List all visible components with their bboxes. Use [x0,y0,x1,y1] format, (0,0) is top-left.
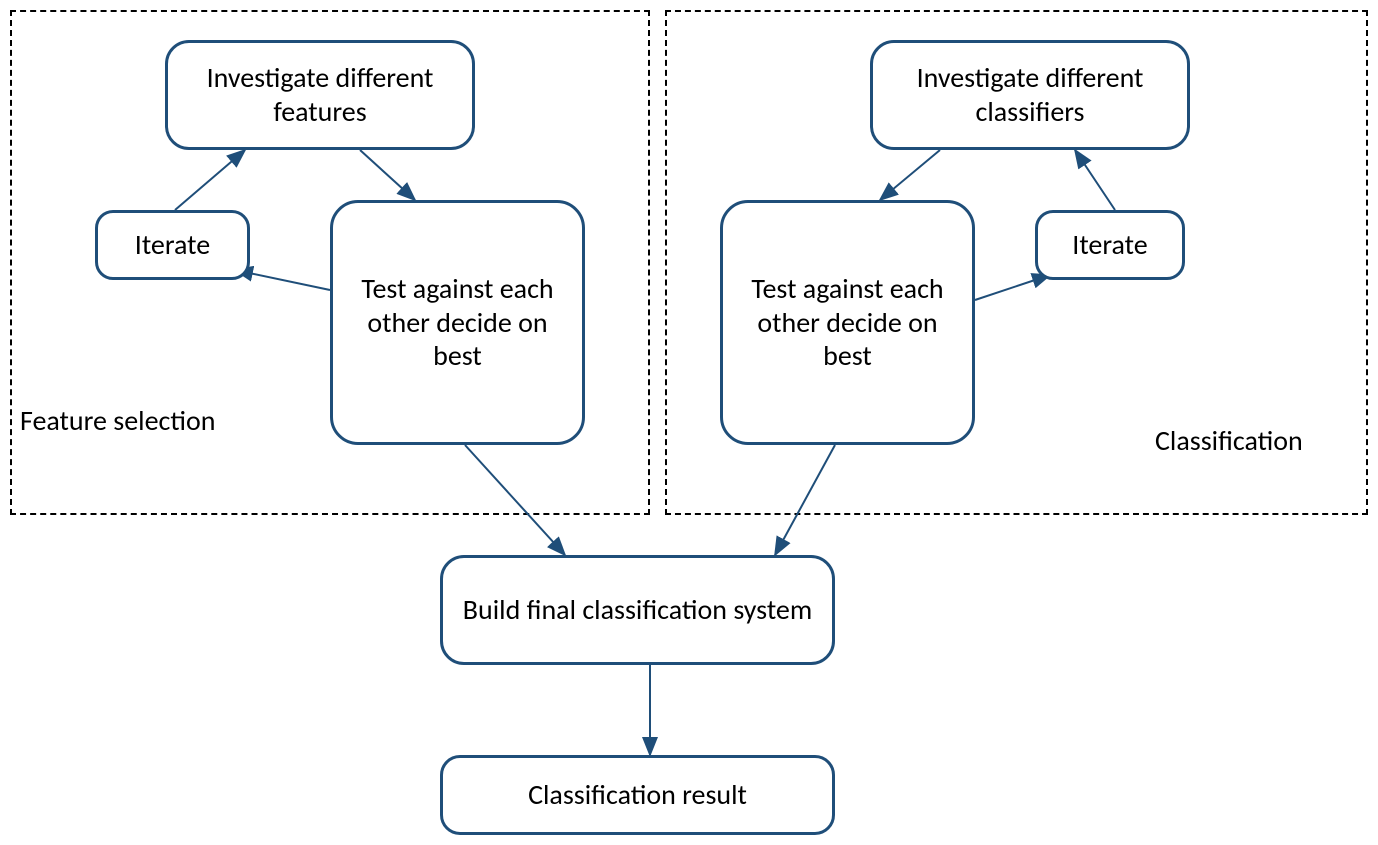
node-classification-result: Classification result [440,755,835,835]
node-investigate-features: Investigate different features [165,40,475,150]
flowchart-canvas: Investigate different features Iterate T… [0,0,1378,845]
node-test-right: Test against each other decide on best [720,200,975,445]
node-label: Test against each other decide on best [343,272,572,373]
label-text: Classification [1155,423,1303,458]
node-investigate-classifiers: Investigate different classifiers [870,40,1190,150]
node-test-left: Test against each other decide on best [330,200,585,445]
node-iterate-left: Iterate [95,210,250,280]
node-label: Test against each other decide on best [733,272,962,373]
classification-label: Classification [1155,420,1355,460]
node-label: Classification result [528,778,747,812]
node-label: Investigate different classifiers [873,61,1187,128]
label-text: Feature selection [20,403,215,438]
node-label: Iterate [1072,228,1147,262]
feature-selection-label: Feature selection [20,400,270,440]
node-build-final: Build final classification system [440,555,835,665]
node-label: Investigate different features [168,61,472,128]
node-label: Build final classification system [463,593,812,627]
node-iterate-right: Iterate [1035,210,1185,280]
node-label: Iterate [135,228,210,262]
